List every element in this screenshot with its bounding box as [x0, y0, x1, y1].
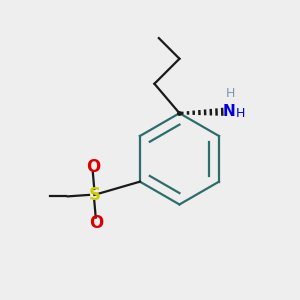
Text: H: H [236, 107, 245, 120]
Text: O: O [88, 214, 103, 232]
Text: N: N [222, 104, 235, 119]
Text: H: H [225, 87, 235, 100]
Text: O: O [86, 158, 100, 176]
Text: S: S [88, 186, 100, 204]
